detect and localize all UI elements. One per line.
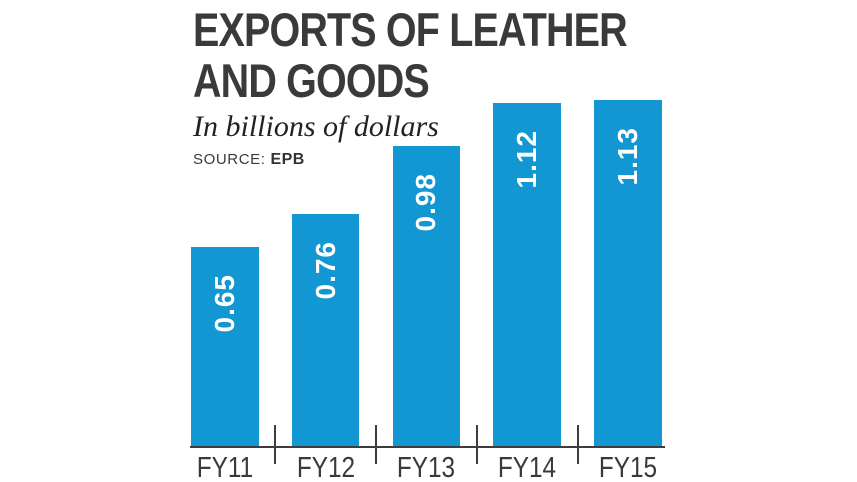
bar-FY13: 0.98: [392, 146, 461, 447]
chart-subtitle: In billions of dollars: [193, 110, 439, 143]
source-label: SOURCE:: [193, 151, 266, 168]
x-axis-label-FY15: FY15: [598, 452, 658, 482]
x-axis-label-FY14: FY14: [498, 452, 557, 482]
bar-value-label: 0.76: [309, 240, 341, 300]
x-axis-tick: [374, 425, 377, 464]
bar-FY11: 0.65: [191, 247, 259, 447]
chart-title-line-1: EXPORTS OF LEATHER: [193, 3, 628, 56]
x-axis-tick: [475, 425, 478, 464]
chart-source: SOURCE: EPB: [193, 151, 709, 169]
x-axis-label-FY11: FY11: [196, 452, 253, 482]
bar-value-label: 0.65: [208, 274, 240, 333]
bar-value-label: 0.98: [410, 173, 442, 232]
chart-title-line-2: AND GOODS: [193, 54, 430, 107]
x-axis-tick: [576, 425, 579, 464]
bar-FY12: 0.76: [291, 213, 360, 447]
bar-FY14: 1.12: [493, 103, 561, 447]
bar-value-label: 1.13: [611, 127, 643, 186]
x-axis-label-FY13: FY13: [397, 452, 456, 482]
x-axis-line: [190, 445, 665, 448]
source-value: EPB: [270, 151, 305, 168]
x-axis-label-FY12: FY12: [296, 452, 355, 482]
bar-value-label: 1.12: [511, 130, 543, 189]
x-axis-tick: [274, 425, 277, 464]
chart-title: EXPORTS OF LEATHER AND GOODS: [193, 3, 628, 107]
chart-header: EXPORTS OF LEATHER AND GOODS In billions…: [193, 4, 709, 169]
bar-FY15: 1.13: [594, 100, 662, 447]
